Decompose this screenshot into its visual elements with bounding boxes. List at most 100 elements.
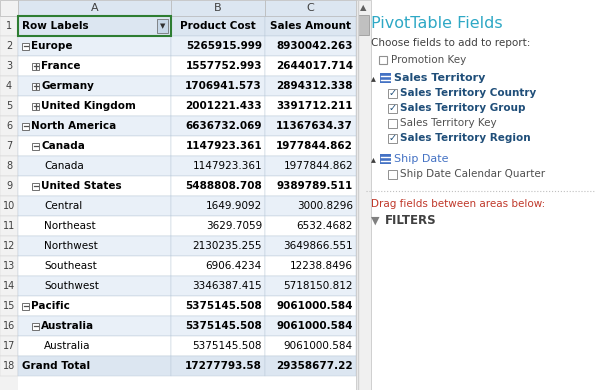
Text: 9: 9 — [6, 181, 12, 191]
Text: 5265915.999: 5265915.999 — [186, 41, 262, 51]
Bar — [171, 16, 265, 36]
Bar — [0, 336, 18, 356]
Bar — [265, 176, 356, 196]
Bar — [379, 56, 387, 64]
Text: 5375145.508: 5375145.508 — [185, 321, 262, 331]
Text: C: C — [307, 3, 315, 13]
Text: ▴: ▴ — [371, 73, 376, 83]
Bar — [18, 276, 171, 296]
Bar — [32, 323, 39, 330]
Bar — [22, 303, 29, 310]
Text: 10: 10 — [3, 201, 15, 211]
Bar — [18, 196, 171, 216]
Bar — [0, 116, 18, 136]
Text: 5375145.508: 5375145.508 — [185, 301, 262, 311]
Bar — [265, 16, 356, 36]
Text: 2: 2 — [6, 41, 12, 51]
Bar — [265, 56, 356, 76]
Bar — [265, 156, 356, 176]
Text: 3629.7059: 3629.7059 — [206, 221, 262, 231]
Text: Pacific: Pacific — [31, 301, 70, 311]
Text: Northeast: Northeast — [44, 221, 96, 231]
Bar — [22, 43, 29, 50]
Bar — [18, 236, 171, 256]
Bar — [0, 196, 18, 216]
Text: 9389789.511: 9389789.511 — [277, 181, 353, 191]
Bar — [0, 56, 18, 76]
Text: Southwest: Southwest — [44, 281, 99, 291]
Text: 12238.8496: 12238.8496 — [290, 261, 353, 271]
Bar — [171, 156, 265, 176]
Text: 1977844.862: 1977844.862 — [284, 161, 353, 171]
Text: 1: 1 — [6, 21, 12, 31]
Bar — [0, 76, 18, 96]
Bar — [265, 96, 356, 116]
Text: 4: 4 — [6, 81, 12, 91]
Text: Sales Territory Key: Sales Territory Key — [400, 118, 497, 128]
Bar — [265, 256, 356, 276]
Bar — [171, 96, 265, 116]
Bar — [0, 16, 18, 36]
Bar — [18, 356, 171, 376]
Bar — [0, 176, 18, 196]
Text: 9061000.584: 9061000.584 — [276, 301, 353, 311]
Bar — [18, 156, 171, 176]
Text: Promotion Key: Promotion Key — [391, 55, 466, 65]
Text: ▼: ▼ — [160, 23, 165, 29]
Bar — [0, 356, 18, 376]
Bar — [388, 133, 397, 142]
Bar — [265, 316, 356, 336]
Bar — [171, 76, 265, 96]
Bar — [171, 116, 265, 136]
Text: North America: North America — [31, 121, 116, 131]
Text: 5488808.708: 5488808.708 — [185, 181, 262, 191]
Bar — [265, 136, 356, 156]
Bar — [171, 296, 265, 316]
Text: ▲: ▲ — [360, 4, 367, 12]
Bar — [32, 83, 39, 89]
Text: 15: 15 — [3, 301, 15, 311]
Text: Ship Date Calendar Quarter: Ship Date Calendar Quarter — [400, 169, 545, 179]
Text: 2130235.255: 2130235.255 — [192, 241, 262, 251]
Bar — [18, 256, 171, 276]
Text: 14: 14 — [3, 281, 15, 291]
Text: 1557752.993: 1557752.993 — [186, 61, 262, 71]
Text: 8930042.263: 8930042.263 — [276, 41, 353, 51]
Text: 5375145.508: 5375145.508 — [192, 341, 262, 351]
Text: 5718150.812: 5718150.812 — [284, 281, 353, 291]
Text: 13: 13 — [3, 261, 15, 271]
Bar — [388, 119, 397, 128]
Text: 3391712.211: 3391712.211 — [276, 101, 353, 111]
Bar — [0, 216, 18, 236]
Text: 17277793.58: 17277793.58 — [185, 361, 262, 371]
Bar — [18, 176, 171, 196]
Text: Canada: Canada — [44, 161, 84, 171]
Text: Southeast: Southeast — [44, 261, 97, 271]
Bar — [18, 56, 171, 76]
Bar — [171, 236, 265, 256]
Bar — [18, 96, 171, 116]
Text: 6906.4234: 6906.4234 — [206, 261, 262, 271]
Bar — [0, 276, 18, 296]
Bar — [380, 73, 391, 83]
Text: Ship Date: Ship Date — [394, 154, 448, 164]
Bar — [171, 336, 265, 356]
Text: 1147923.361: 1147923.361 — [186, 141, 262, 151]
Text: Sales Amount: Sales Amount — [270, 21, 351, 31]
Bar — [380, 154, 391, 164]
Text: 16: 16 — [3, 321, 15, 331]
Text: 11367634.37: 11367634.37 — [276, 121, 353, 131]
Text: ▼: ▼ — [371, 216, 380, 226]
Bar — [0, 0, 18, 390]
Bar — [18, 0, 171, 16]
Text: Germany: Germany — [41, 81, 94, 91]
Bar — [22, 122, 29, 129]
Text: Product Cost: Product Cost — [180, 21, 256, 31]
Text: Northwest: Northwest — [44, 241, 98, 251]
Bar — [0, 156, 18, 176]
Bar — [388, 89, 397, 98]
Text: ✓: ✓ — [389, 103, 396, 113]
Bar — [388, 103, 397, 112]
Text: Europe: Europe — [31, 41, 72, 51]
Text: 11: 11 — [3, 221, 15, 231]
